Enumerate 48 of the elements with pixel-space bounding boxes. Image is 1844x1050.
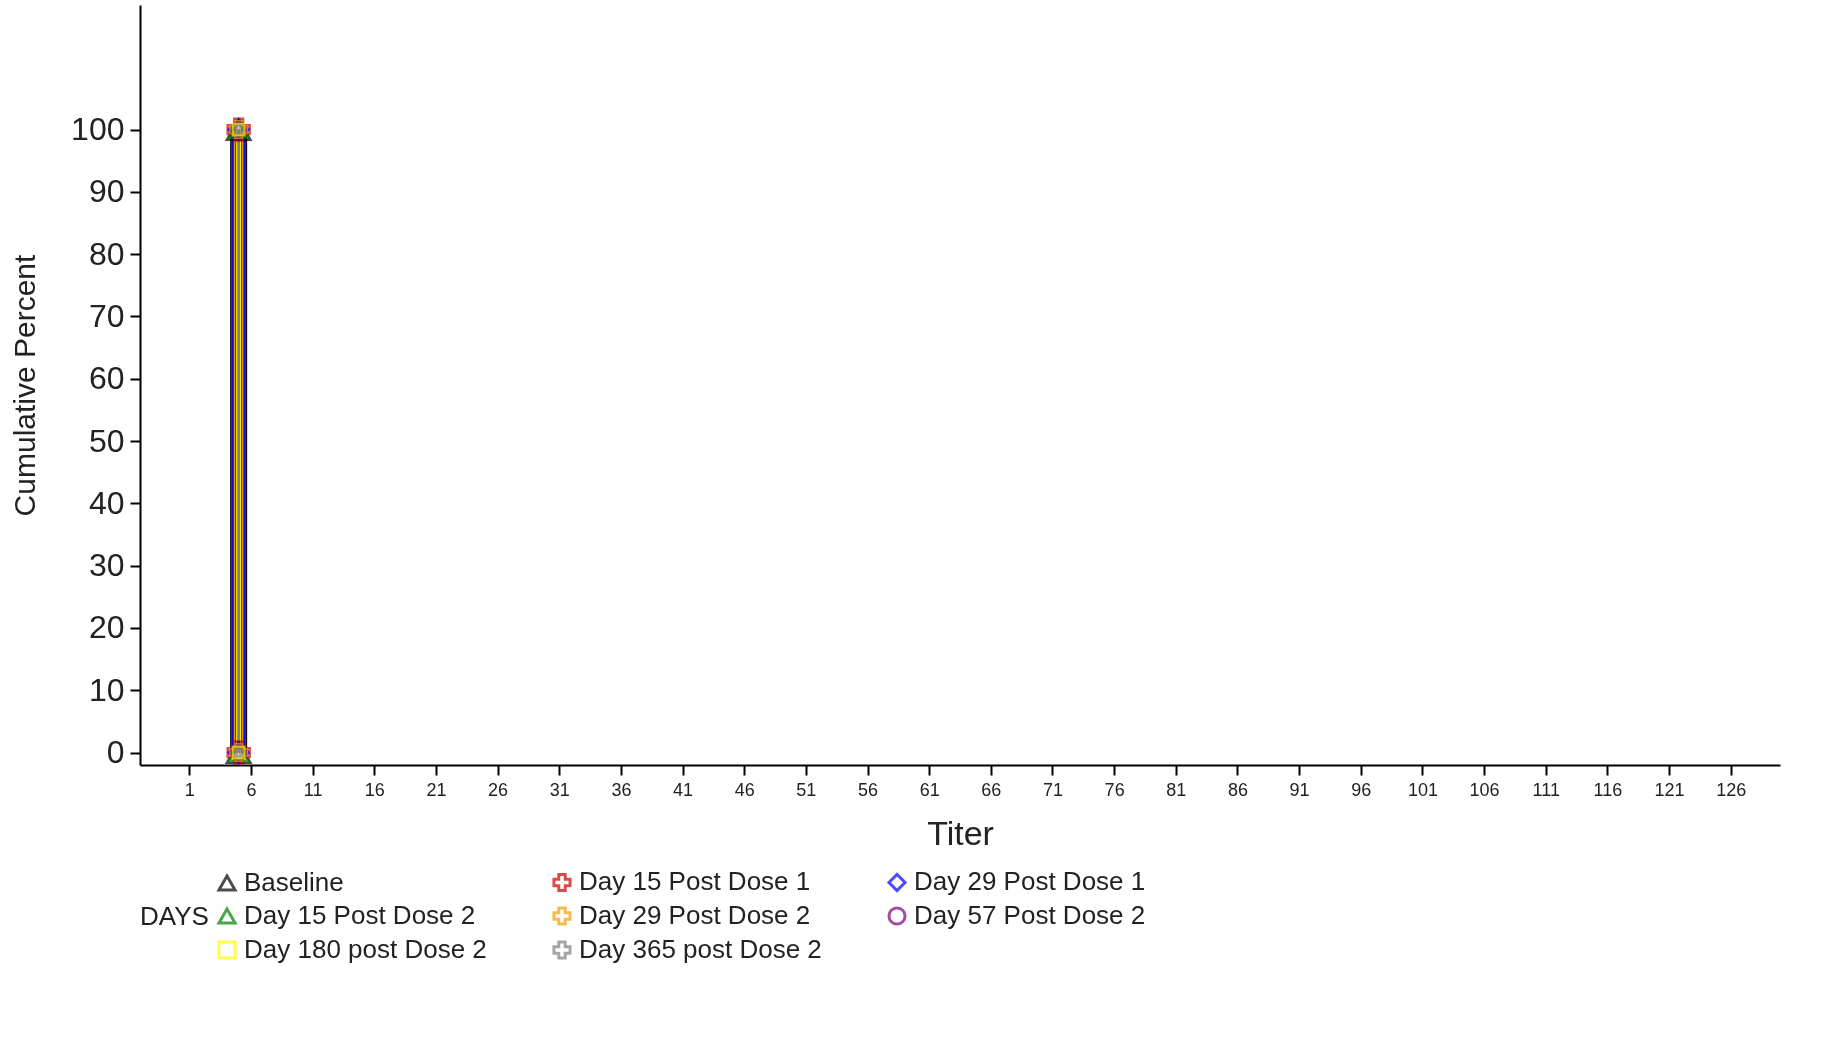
x-tick-label: 1 <box>184 779 195 800</box>
legend-label: Day 365 post Dose 2 <box>579 934 822 964</box>
x-tick-label: 21 <box>426 779 447 800</box>
y-tick-label: 0 <box>106 734 125 771</box>
x-tick-label: 36 <box>611 779 632 800</box>
y-tick-label: 20 <box>88 609 125 646</box>
x-tick-label: 76 <box>1104 779 1125 800</box>
x-tick-label: 121 <box>1654 779 1685 800</box>
x-tick-label: 66 <box>981 779 1002 800</box>
x-tick-label: 16 <box>364 779 385 800</box>
y-tick-label: 40 <box>88 484 125 521</box>
y-tick-label: 70 <box>88 297 125 334</box>
x-tick-label: 31 <box>549 779 570 800</box>
y-tick-label: 10 <box>88 671 125 708</box>
x-tick-label: 106 <box>1469 779 1500 800</box>
x-tick-label: 111 <box>1532 779 1560 800</box>
x-tick-label: 11 <box>303 779 323 800</box>
x-tick-label: 61 <box>919 779 940 800</box>
y-tick-label: 50 <box>88 422 125 459</box>
legend-label: Baseline <box>244 867 344 897</box>
legend-label: Day 15 Post Dose 2 <box>244 900 476 930</box>
legend-title: DAYS <box>140 901 209 931</box>
x-tick-label: 51 <box>796 779 817 800</box>
x-tick-label: 41 <box>673 779 694 800</box>
x-tick-label: 81 <box>1166 779 1187 800</box>
x-axis-title: Titer <box>927 813 994 852</box>
x-tick-label: 126 <box>1716 779 1747 800</box>
y-tick-label: 60 <box>88 360 125 397</box>
x-tick-label: 101 <box>1407 779 1438 800</box>
x-tick-label: 46 <box>734 779 755 800</box>
legend-label: Day 29 Post Dose 2 <box>579 900 811 930</box>
x-tick-label: 86 <box>1227 779 1248 800</box>
x-tick-label: 71 <box>1042 779 1063 800</box>
x-tick-label: 56 <box>858 779 879 800</box>
x-tick-label: 26 <box>488 779 509 800</box>
legend-label: Day 180 post Dose 2 <box>244 934 487 964</box>
y-tick-label: 100 <box>71 111 125 148</box>
legend-label: Day 15 Post Dose 1 <box>579 866 811 897</box>
legend-label: Day 29 Post Dose 1 <box>914 866 1146 897</box>
x-tick-label: 6 <box>246 779 257 800</box>
legend-label: Day 57 Post Dose 2 <box>914 900 1146 930</box>
y-tick-label: 90 <box>88 173 125 210</box>
x-tick-label: 116 <box>1593 779 1623 800</box>
y-axis-title: Cumulative Percent <box>8 253 42 517</box>
y-tick-label: 30 <box>88 547 125 584</box>
x-tick-label: 91 <box>1289 779 1310 800</box>
y-tick-label: 80 <box>88 235 125 272</box>
x-tick-label: 96 <box>1351 779 1372 800</box>
